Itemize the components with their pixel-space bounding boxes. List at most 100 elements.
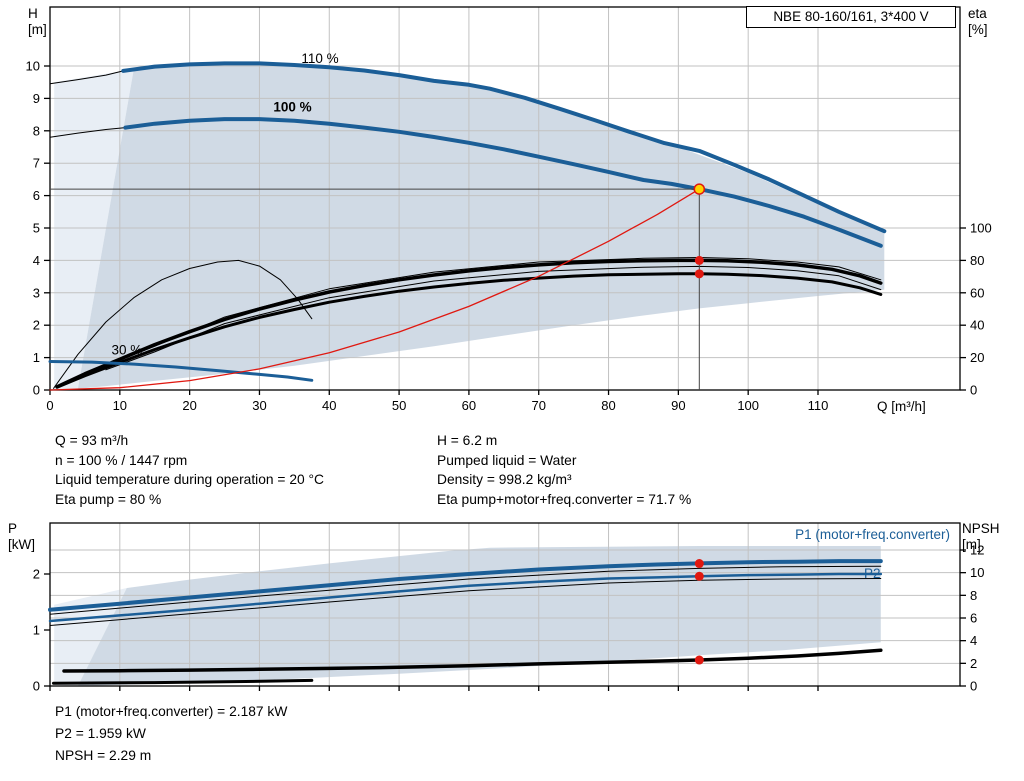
eta-axis-label: eta [%] [968,6,988,38]
info-line-temperature: Liquid temperature during operation = 20… [55,472,324,487]
left-tick-label: 9 [33,91,40,106]
p-axis-unit: [kW] [8,537,35,552]
p-axis-label: P [kW] [8,521,35,553]
eta-pump-point [694,255,704,265]
left-tick-label: 2 [33,567,40,582]
q-axis-label: Q [m³/h] [877,399,926,414]
npsh-axis-label: NPSH [m] [962,521,1000,553]
info-line-eta-total: Eta pump+motor+freq.converter = 71.7 % [437,491,692,507]
left-tick-label: 8 [33,123,40,138]
curve-label: 30 % [111,342,142,357]
curve-system-curve [49,188,700,391]
x-tick-label: 70 [531,398,545,413]
h-axis-label: H [m] [28,6,47,38]
right-tick-label: 40 [970,318,984,333]
left-tick-label: 2 [33,318,40,333]
npsh-point [694,655,704,665]
power-info-block: P1 (motor+freq.converter) = 2.187 kW P2 … [55,701,287,767]
curve-speed-100pct [123,117,883,248]
p1-curve-label: P1 (motor+freq.converter) [795,527,950,542]
x-tick-label: 20 [182,398,196,413]
x-tick-label: 0 [46,398,53,413]
eta-total-point [694,269,704,279]
h-axis-symbol: H [28,6,38,21]
eta-axis-symbol: eta [968,6,987,21]
curve-eta-thin-b [105,265,882,371]
duty-info-left: Q = 93 m³/h n = 100 % / 1447 rpm Liquid … [55,431,324,509]
x-tick-label: 40 [322,398,336,413]
p2-curve-label: P2 [864,566,881,581]
x-tick-label: 110 [808,398,829,413]
right-tick-label: 60 [970,285,984,300]
curve-p-thin-a [49,565,882,615]
info-line-speed: n = 100 % / 1447 rpm [55,452,188,468]
duty-info-right: H = 6.2 m Pumped liquid = Water Density … [437,431,691,509]
x-tick-label: 50 [392,398,406,413]
right-tick-label: 4 [970,633,977,648]
curve-eta-pump-motor-freq [55,272,883,389]
curve-speed-30pct [48,360,314,382]
info-line-liquid: Pumped liquid = Water [437,452,577,468]
left-tick-label: 10 [26,59,40,74]
p-axis-symbol: P [8,521,18,536]
curve-speed-110pct [121,61,887,234]
plot-frame [49,522,961,687]
x-tick-label: 80 [601,398,615,413]
eta-axis-unit: [%] [968,22,988,37]
left-tick-label: 5 [33,221,40,236]
right-tick-label: 0 [970,679,977,694]
curve-stub-100 [49,127,126,138]
duty-point-marker [693,183,706,195]
operating-envelope [77,63,885,389]
x-tick-label: 90 [671,398,685,413]
info-line-eta-pump: Eta pump = 80 % [55,491,162,507]
right-tick-label: 12 [970,543,984,558]
right-tick-label: 6 [970,611,977,626]
p1-point [694,559,704,569]
right-tick-label: 10 [970,565,984,580]
x-tick-label: 60 [462,398,476,413]
right-tick-label: 100 [970,221,992,236]
p2-point [694,571,704,581]
curve-stub-110 [49,70,124,85]
left-tick-label: 7 [33,156,40,171]
pump-title-box: NBE 80-160/161, 3*400 V [746,6,956,28]
curve-label: 100 % [273,99,311,114]
right-tick-label: 20 [970,350,984,365]
left-tick-label: 1 [33,623,40,638]
curve-npsh [62,648,883,673]
curve-eta-30pct-arc [53,259,313,389]
npsh-axis-symbol: NPSH [962,521,1000,536]
left-tick-label: 1 [33,350,40,365]
h-axis-unit: [m] [28,22,47,37]
plot-frame [49,6,961,391]
x-tick-label: 30 [252,398,266,413]
curve-eta-pump [55,258,883,389]
info-line-h: H = 6.2 m [437,433,498,448]
info-line-p2: P2 = 1.959 kW [55,726,146,741]
curve-p1 [48,559,883,612]
left-tick-label: 4 [33,253,40,268]
right-tick-label: 0 [970,383,977,398]
curve-p-30pct-stub [52,678,314,685]
info-line-density: Density = 998.2 kg/m³ [437,472,572,487]
right-tick-label: 80 [970,253,984,268]
left-tick-label: 0 [33,679,40,694]
left-tick-label: 3 [33,285,40,300]
right-tick-label: 2 [970,656,977,671]
x-tick-label: 100 [737,398,759,413]
npsh-axis-unit: [m] [962,537,981,552]
envelope-pale [54,69,134,390]
curve-p-thin-b [49,578,882,626]
left-tick-label: 0 [33,383,40,398]
info-line-p1: P1 (motor+freq.converter) = 2.187 kW [55,704,288,719]
info-line-q: Q = 93 m³/h [55,433,129,448]
left-tick-label: 6 [33,188,40,203]
x-tick-label: 10 [113,398,127,413]
info-line-npsh: NPSH = 2.29 m [55,748,152,763]
right-tick-label: 8 [970,588,977,603]
